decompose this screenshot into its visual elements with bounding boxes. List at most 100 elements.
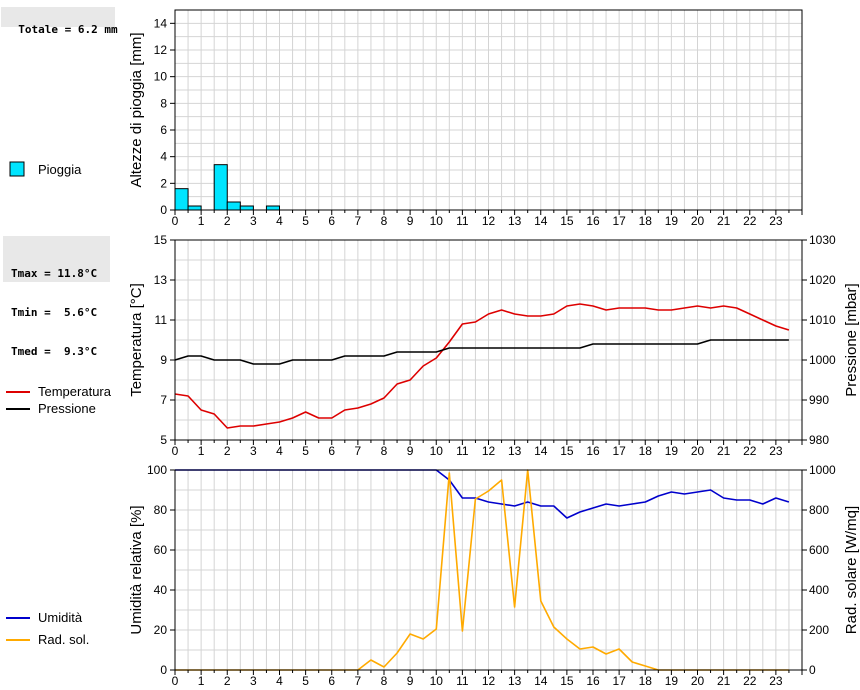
tmax-text: Tmax = 11.8°C bbox=[11, 267, 98, 280]
x-tick-label: 10 bbox=[430, 214, 444, 228]
x-tick-label: 19 bbox=[665, 444, 679, 458]
x-tick-label: 15 bbox=[560, 444, 574, 458]
x-tick-label: 1 bbox=[198, 444, 205, 458]
y-tick-label: 100 bbox=[147, 463, 167, 477]
y-tick-label: 40 bbox=[154, 583, 168, 597]
y-tick-label: 12 bbox=[154, 43, 168, 57]
x-tick-label: 11 bbox=[456, 674, 469, 688]
y-axis-title-3: Umidità relativa [%] bbox=[128, 505, 145, 634]
y-tick-label: 9 bbox=[160, 353, 167, 367]
x-tick-label: 23 bbox=[769, 674, 783, 688]
y2-tick-label: 1000 bbox=[809, 463, 836, 477]
x-tick-label: 4 bbox=[276, 444, 283, 458]
legend-label: Umidità bbox=[38, 610, 83, 625]
x-tick-label: 18 bbox=[639, 444, 653, 458]
tmed-text: Tmed = 9.3°C bbox=[11, 345, 98, 358]
x-tick-label: 0 bbox=[172, 214, 179, 228]
x-tick-label: 15 bbox=[560, 214, 574, 228]
rain-bar bbox=[239, 205, 254, 211]
x-tick-label: 2 bbox=[224, 214, 231, 228]
x-tick-label: 5 bbox=[302, 674, 309, 688]
x-tick-label: 11 bbox=[456, 444, 469, 458]
x-tick-label: 20 bbox=[691, 214, 705, 228]
legend-label: Pioggia bbox=[38, 162, 82, 177]
y2-tick-label: 1010 bbox=[809, 313, 836, 327]
y-tick-label: 8 bbox=[160, 96, 167, 110]
x-tick-label: 20 bbox=[691, 674, 705, 688]
x-tick-label: 20 bbox=[691, 444, 705, 458]
y2-tick-label: 200 bbox=[809, 623, 829, 637]
y-tick-label: 4 bbox=[160, 150, 167, 164]
x-tick-label: 1 bbox=[198, 214, 205, 228]
legend-label: Pressione bbox=[38, 401, 96, 416]
x-tick-label: 0 bbox=[172, 674, 179, 688]
rain-bar bbox=[187, 205, 202, 211]
x-tick-label: 9 bbox=[407, 444, 414, 458]
x-tick-label: 5 bbox=[302, 214, 309, 228]
x-tick-label: 17 bbox=[612, 214, 626, 228]
x-tick-label: 8 bbox=[381, 214, 388, 228]
y2-tick-label: 400 bbox=[809, 583, 829, 597]
x-tick-label: 2 bbox=[224, 444, 231, 458]
x-tick-label: 9 bbox=[407, 214, 414, 228]
y2-tick-label: 600 bbox=[809, 543, 829, 557]
y2-tick-label: 990 bbox=[809, 393, 829, 407]
rain-bar bbox=[265, 205, 280, 211]
x-tick-label: 7 bbox=[355, 214, 362, 228]
y-tick-label: 60 bbox=[154, 543, 168, 557]
x-tick-label: 9 bbox=[407, 674, 414, 688]
x-tick-label: 8 bbox=[381, 444, 388, 458]
x-tick-label: 22 bbox=[743, 444, 757, 458]
x-tick-label: 21 bbox=[717, 674, 731, 688]
temperature-stats-box: Tmax = 11.8°C Tmin = 5.6°C Tmed = 9.3°C bbox=[3, 236, 110, 358]
x-tick-label: 12 bbox=[482, 674, 496, 688]
x-tick-label: 18 bbox=[639, 214, 653, 228]
rain-bar bbox=[174, 188, 189, 211]
legend-swatch-rain bbox=[9, 161, 25, 177]
x-tick-label: 21 bbox=[717, 214, 731, 228]
x-tick-label: 13 bbox=[508, 674, 522, 688]
x-tick-label: 6 bbox=[328, 444, 335, 458]
tmin-text: Tmin = 5.6°C bbox=[11, 306, 98, 319]
x-tick-label: 21 bbox=[717, 444, 731, 458]
x-tick-label: 16 bbox=[586, 214, 600, 228]
x-tick-label: 3 bbox=[250, 674, 257, 688]
y-tick-label: 0 bbox=[160, 203, 167, 217]
x-tick-label: 23 bbox=[769, 444, 783, 458]
x-tick-label: 10 bbox=[430, 444, 444, 458]
legend-label: Rad. sol. bbox=[38, 632, 89, 647]
y-tick-label: 20 bbox=[154, 623, 168, 637]
y-tick-label: 5 bbox=[160, 433, 167, 447]
y2-tick-label: 800 bbox=[809, 503, 829, 517]
x-tick-label: 12 bbox=[482, 214, 496, 228]
y-tick-label: 0 bbox=[160, 663, 167, 677]
x-tick-label: 12 bbox=[482, 444, 496, 458]
y-tick-label: 11 bbox=[155, 313, 168, 327]
x-tick-label: 4 bbox=[276, 674, 283, 688]
y2-axis-title-3: Rad. solare [W/mq] bbox=[843, 506, 860, 634]
x-tick-label: 22 bbox=[743, 214, 757, 228]
y2-tick-label: 1030 bbox=[809, 233, 836, 247]
y-tick-label: 80 bbox=[154, 503, 168, 517]
x-tick-label: 6 bbox=[328, 674, 335, 688]
legend-label: Temperatura bbox=[38, 384, 112, 399]
y-tick-label: 7 bbox=[160, 393, 167, 407]
x-tick-label: 17 bbox=[612, 444, 626, 458]
x-tick-label: 22 bbox=[743, 674, 757, 688]
x-tick-label: 8 bbox=[381, 674, 388, 688]
y2-tick-label: 0 bbox=[809, 663, 816, 677]
y-tick-label: 2 bbox=[160, 176, 167, 190]
rain-bar bbox=[226, 201, 241, 211]
x-tick-label: 11 bbox=[456, 214, 469, 228]
x-tick-label: 1 bbox=[198, 674, 205, 688]
x-tick-label: 14 bbox=[534, 214, 548, 228]
y-tick-label: 6 bbox=[160, 123, 167, 137]
x-tick-label: 19 bbox=[665, 674, 679, 688]
x-tick-label: 23 bbox=[769, 214, 783, 228]
x-tick-label: 18 bbox=[639, 674, 653, 688]
x-tick-label: 10 bbox=[430, 674, 444, 688]
x-tick-label: 14 bbox=[534, 444, 548, 458]
x-tick-label: 13 bbox=[508, 214, 522, 228]
pressure-line bbox=[174, 339, 789, 365]
